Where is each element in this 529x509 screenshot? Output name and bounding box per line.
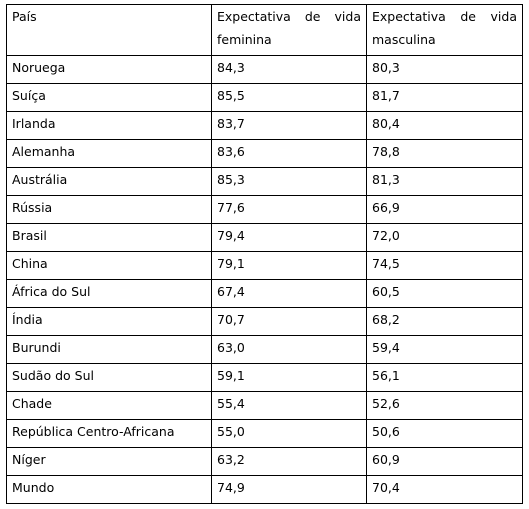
country-cell: Noruega bbox=[6, 55, 212, 84]
header-cell: Expectativa de vida masculina bbox=[366, 4, 523, 56]
table-row: Mundo 74,9 70,4 bbox=[6, 475, 523, 504]
country-cell: Mundo bbox=[6, 475, 212, 504]
table-row: Noruega 84,3 80,3 bbox=[6, 55, 523, 84]
country-cell: Irlanda bbox=[6, 111, 212, 140]
country-cell: Rússia bbox=[6, 195, 212, 224]
value-cell: 74,9 bbox=[211, 475, 367, 504]
value-cell: 78,8 bbox=[366, 139, 523, 168]
value-cell: 80,4 bbox=[366, 111, 523, 140]
table-row: Níger 63,2 60,9 bbox=[6, 447, 523, 476]
value-cell: 70,7 bbox=[211, 307, 367, 336]
country-cell: África do Sul bbox=[6, 279, 212, 308]
table-row: Irlanda 83,7 80,4 bbox=[6, 111, 523, 140]
country-cell: República Centro-Africana bbox=[6, 419, 212, 448]
country-cell: Sudão do Sul bbox=[6, 363, 212, 392]
value-cell: 50,6 bbox=[366, 419, 523, 448]
value-cell: 55,0 bbox=[211, 419, 367, 448]
value-cell: 77,6 bbox=[211, 195, 367, 224]
table-row: Sudão do Sul 59,1 56,1 bbox=[6, 363, 523, 392]
value-cell: 55,4 bbox=[211, 391, 367, 420]
table-row: República Centro-Africana 55,0 50,6 bbox=[6, 419, 523, 448]
value-cell: 85,5 bbox=[211, 83, 367, 112]
value-cell: 84,3 bbox=[211, 55, 367, 84]
table-row: Índia 70,7 68,2 bbox=[6, 307, 523, 336]
value-cell: 56,1 bbox=[366, 363, 523, 392]
value-cell: 59,1 bbox=[211, 363, 367, 392]
header-cell: Expectativa de vida feminina bbox=[211, 4, 367, 56]
value-cell: 67,4 bbox=[211, 279, 367, 308]
value-cell: 85,3 bbox=[211, 167, 367, 196]
table-row: Chade 55,4 52,6 bbox=[6, 391, 523, 420]
country-cell: China bbox=[6, 251, 212, 280]
table-row: Rússia 77,6 66,9 bbox=[6, 195, 523, 224]
value-cell: 52,6 bbox=[366, 391, 523, 420]
country-cell: Alemanha bbox=[6, 139, 212, 168]
value-cell: 70,4 bbox=[366, 475, 523, 504]
value-cell: 60,9 bbox=[366, 447, 523, 476]
table-row: China 79,1 74,5 bbox=[6, 251, 523, 280]
country-cell: Suíça bbox=[6, 83, 212, 112]
header-row: País Expectativa de vida feminina Expectat… bbox=[6, 4, 523, 56]
country-cell: Brasil bbox=[6, 223, 212, 252]
table-row: Brasil 79,4 72,0 bbox=[6, 223, 523, 252]
value-cell: 81,3 bbox=[366, 167, 523, 196]
value-cell: 79,1 bbox=[211, 251, 367, 280]
table-row: África do Sul 67,4 60,5 bbox=[6, 279, 523, 308]
value-cell: 79,4 bbox=[211, 223, 367, 252]
life-expectancy-table: País Expectativa de vida feminina Expectat… bbox=[6, 4, 523, 504]
table-row: Austrália 85,3 81,3 bbox=[6, 167, 523, 196]
table-header: País Expectativa de vida feminina Expectat… bbox=[6, 4, 523, 56]
value-cell: 60,5 bbox=[366, 279, 523, 308]
table-row: Burundi 63,0 59,4 bbox=[6, 335, 523, 364]
country-cell: Chade bbox=[6, 391, 212, 420]
value-cell: 63,2 bbox=[211, 447, 367, 476]
value-cell: 80,3 bbox=[366, 55, 523, 84]
value-cell: 72,0 bbox=[366, 223, 523, 252]
table-row: Alemanha 83,6 78,8 bbox=[6, 139, 523, 168]
value-cell: 83,6 bbox=[211, 139, 367, 168]
value-cell: 66,9 bbox=[366, 195, 523, 224]
country-cell: Austrália bbox=[6, 167, 212, 196]
value-cell: 59,4 bbox=[366, 335, 523, 364]
country-cell: Burundi bbox=[6, 335, 212, 364]
value-cell: 63,0 bbox=[211, 335, 367, 364]
value-cell: 83,7 bbox=[211, 111, 367, 140]
value-cell: 68,2 bbox=[366, 307, 523, 336]
table-row: Suíça 85,5 81,7 bbox=[6, 83, 523, 112]
value-cell: 81,7 bbox=[366, 83, 523, 112]
country-cell: Níger bbox=[6, 447, 212, 476]
header-cell: País bbox=[6, 4, 212, 56]
table-body: Noruega 84,3 80,3 Suíça 85,5 81,7 Irlanda 83,7 8… bbox=[6, 55, 523, 504]
value-cell: 74,5 bbox=[366, 251, 523, 280]
country-cell: Índia bbox=[6, 307, 212, 336]
